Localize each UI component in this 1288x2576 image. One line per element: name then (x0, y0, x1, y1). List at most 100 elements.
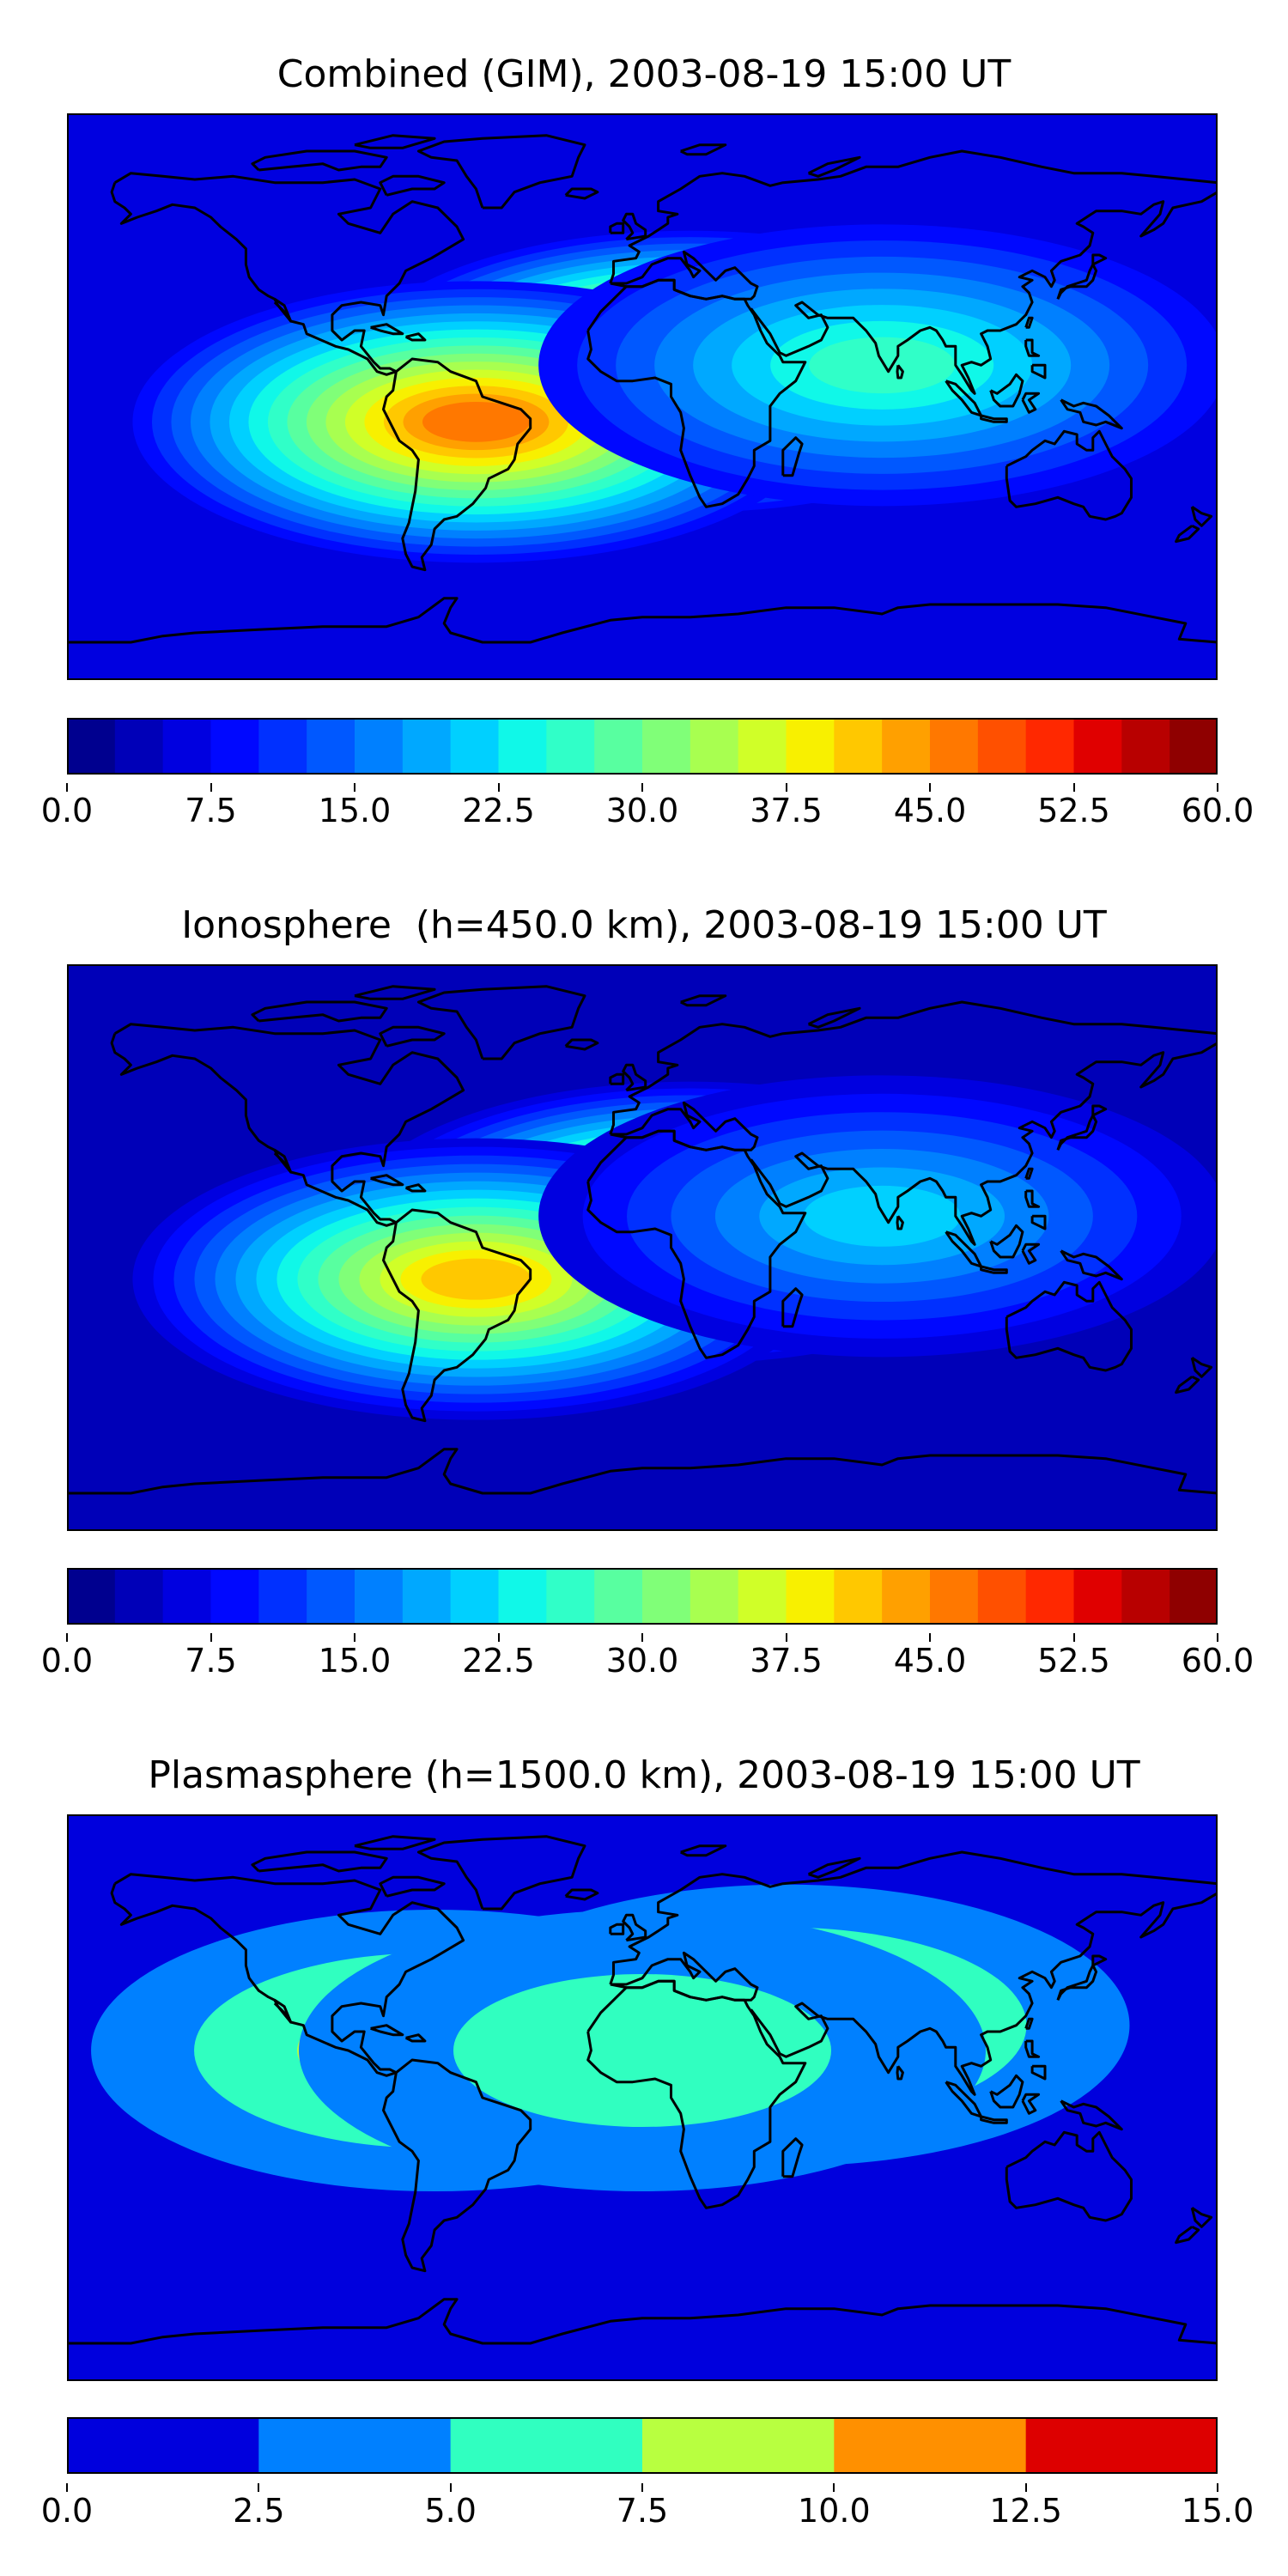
colorbar-segment (690, 1568, 739, 1625)
coastline (1021, 392, 1041, 414)
colorbar-segment (1121, 718, 1170, 775)
colorbar-tick-label: 0.0 (40, 2492, 94, 2530)
colorbar-tick-mark (641, 783, 643, 792)
colorbar-segment (834, 1568, 883, 1625)
colorbar-tick-label: 60.0 (1181, 1642, 1255, 1680)
colorbar-tick-mark (449, 2483, 452, 2492)
colorbar-tick-label: 0.0 (40, 792, 94, 829)
coastline (1091, 1954, 1108, 1967)
coastline (750, 191, 1218, 395)
contour-level (453, 1974, 831, 2127)
colorbar-tick-label: 7.5 (616, 2492, 669, 2530)
coastline (980, 2115, 1008, 2124)
colorbar-tick-label: 60.0 (1181, 792, 1255, 829)
coastline (416, 985, 586, 1060)
colorbar-tick-label: 2.5 (233, 2492, 285, 2530)
coastline (781, 1287, 804, 1328)
coastline (1024, 316, 1034, 329)
coastline (1024, 338, 1041, 357)
colorbar-tick-label: 52.5 (1037, 792, 1110, 829)
colorbar-segment (930, 1568, 979, 1625)
colorbar-tick-mark (66, 2483, 68, 2492)
colorbar-frame (67, 1568, 1218, 1625)
coastline (622, 1063, 647, 1092)
colorbar (67, 2417, 1218, 2474)
coastline (1056, 263, 1098, 300)
coastline (1190, 2207, 1213, 2228)
colorbar-tick-mark (210, 783, 212, 792)
colorbar-tick-mark (354, 783, 355, 792)
coastline (586, 278, 807, 508)
coastline (273, 1999, 293, 2024)
coastline (896, 2065, 904, 2081)
coastline (680, 143, 727, 156)
colorbar-segment (642, 718, 691, 775)
coastline (1024, 2039, 1041, 2058)
coastline (564, 187, 599, 200)
colorbar-tick-mark (641, 2483, 643, 2492)
coastline (1175, 2225, 1200, 2245)
colorbar-tick-label: 22.5 (462, 1642, 535, 1680)
colorbar-segment (402, 718, 452, 775)
coastline (1030, 363, 1047, 380)
colorbar-tick-label: 45.0 (893, 792, 967, 829)
coastline (609, 1072, 625, 1085)
coastline (1175, 524, 1200, 544)
colorbar-segment (594, 1568, 643, 1625)
colorbar-segment (690, 718, 739, 775)
colorbar-segment (642, 2417, 835, 2474)
coastline (989, 373, 1024, 408)
coastline (750, 1892, 1218, 2096)
coastline (1030, 1214, 1047, 1230)
coastline (586, 1979, 807, 2209)
coastline (110, 1873, 465, 2077)
coastline (370, 2024, 404, 2037)
coastline (404, 2033, 427, 2043)
colorbar-segment (546, 718, 595, 775)
coastline (67, 597, 1218, 644)
colorbar-tick-label: 52.5 (1037, 1642, 1110, 1680)
colorbar-tick-mark (354, 1633, 355, 1642)
colorbar-segment (114, 1568, 164, 1625)
colorbar (67, 718, 1218, 775)
coastline (251, 1000, 388, 1023)
colorbar-tick-mark (929, 783, 931, 792)
colorbar-tick-label: 7.5 (185, 792, 237, 829)
colorbar-segment (977, 718, 1027, 775)
coastline (807, 1006, 861, 1029)
colorbar-segment (1170, 1568, 1218, 1625)
colorbar-segment (450, 2417, 643, 2474)
contour-level (809, 337, 956, 394)
colorbar-segment (786, 1568, 835, 1625)
coastline (354, 134, 436, 149)
coastline (273, 298, 293, 323)
colorbar-tick-mark (785, 783, 787, 792)
colorbar-segment (258, 1568, 307, 1625)
coastline (807, 155, 861, 178)
coastline (750, 1042, 1218, 1246)
heatmap-map (67, 1814, 1218, 2381)
coastline (1005, 429, 1133, 521)
colorbar-tick-mark (785, 1633, 787, 1642)
colorbar-segment (1025, 718, 1075, 775)
coastline (416, 134, 586, 210)
coastline (989, 1224, 1024, 1259)
coastline (989, 2074, 1024, 2109)
colorbar-segment (930, 718, 979, 775)
colorbar-tick-mark (929, 1633, 931, 1642)
coastline (1190, 506, 1213, 527)
colorbar-tick-mark (1024, 2483, 1027, 2492)
colorbar-tick-mark (66, 783, 68, 792)
coastline (609, 1850, 1218, 1985)
coastline (564, 1888, 599, 1901)
colorbar-tick-label: 10.0 (798, 2492, 871, 2530)
colorbar-frame (67, 2417, 1218, 2474)
coastline (609, 222, 625, 234)
colorbar-segment (307, 718, 355, 775)
colorbar-tick-mark (1072, 1633, 1075, 1642)
colorbar-segment (1073, 718, 1122, 775)
coastline (1024, 1189, 1041, 1208)
colorbar-tick-mark (1217, 2483, 1218, 2492)
colorbar-segment (594, 718, 643, 775)
coastline (273, 1149, 293, 1174)
